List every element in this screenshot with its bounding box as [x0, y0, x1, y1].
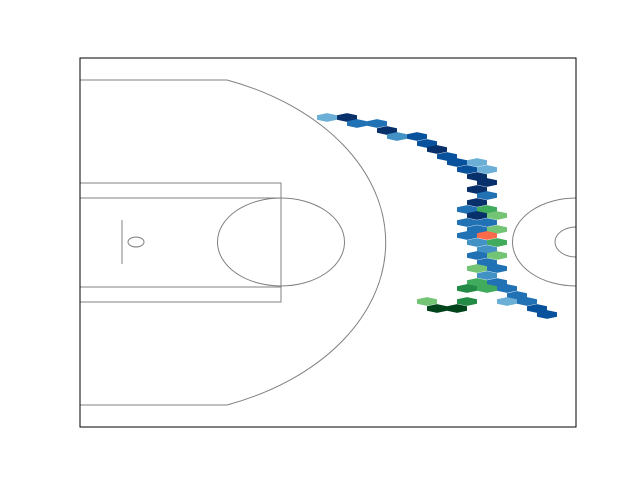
hex-cell: [467, 172, 487, 181]
hex-cell: [457, 284, 477, 293]
hex-cell: [337, 113, 357, 122]
hex-cell: [437, 152, 457, 161]
hex-cell: [467, 225, 487, 234]
hex-cell: [467, 185, 487, 194]
hex-cell: [387, 132, 407, 141]
hex-cell: [477, 165, 497, 174]
hex-cell: [427, 304, 447, 313]
hex-cell: [507, 291, 527, 300]
hex-cell: [457, 231, 477, 240]
hex-cell: [447, 158, 467, 167]
hex-cell: [347, 119, 367, 128]
hex-cell: [477, 231, 497, 240]
hex-cell: [417, 139, 437, 148]
hex-cell: [467, 278, 487, 287]
hex-cell: [487, 278, 507, 287]
center-inner-circle: [554, 226, 576, 258]
hex-cell: [417, 297, 437, 306]
hex-cell: [537, 310, 557, 319]
three-point-line: [80, 79, 387, 406]
hex-cell: [467, 264, 487, 273]
hex-cell: [447, 304, 467, 313]
outer-lane: [80, 182, 282, 303]
hex-cell: [477, 205, 497, 214]
hex-cell: [527, 304, 547, 313]
hex-cell: [477, 191, 497, 200]
hex-cell: [497, 297, 517, 306]
hex-cell: [517, 297, 537, 306]
basket: [127, 236, 145, 248]
center-circle: [512, 197, 576, 287]
hex-cell: [457, 165, 477, 174]
hex-cell: [377, 126, 397, 135]
free-throw-circle: [217, 197, 345, 287]
hexbin: [317, 113, 557, 319]
hex-cell: [477, 284, 497, 293]
hex-cell: [457, 205, 477, 214]
hex-cell: [487, 225, 507, 234]
hex-cell: [317, 113, 337, 122]
hex-cell: [497, 284, 517, 293]
hex-cell: [457, 218, 477, 227]
hex-cell: [467, 251, 487, 260]
hex-cell: [467, 198, 487, 207]
hex-cell: [487, 264, 507, 273]
hex-cell: [467, 238, 487, 247]
hex-cell: [427, 145, 447, 154]
plot-frame: [79, 57, 577, 428]
inner-lane: [80, 197, 282, 288]
hex-cell: [467, 211, 487, 220]
hex-cell: [477, 218, 497, 227]
hex-cell: [477, 258, 497, 267]
hex-cell: [467, 158, 487, 167]
hex-cell: [367, 119, 387, 128]
hex-cell: [487, 211, 507, 220]
hex-cell: [487, 251, 507, 260]
hex-cell: [407, 132, 427, 141]
court: [80, 79, 576, 406]
hex-cell: [477, 271, 497, 280]
hex-cell: [487, 238, 507, 247]
hex-cell: [457, 297, 477, 306]
hex-cell: [477, 178, 497, 187]
hex-cell: [477, 245, 497, 254]
